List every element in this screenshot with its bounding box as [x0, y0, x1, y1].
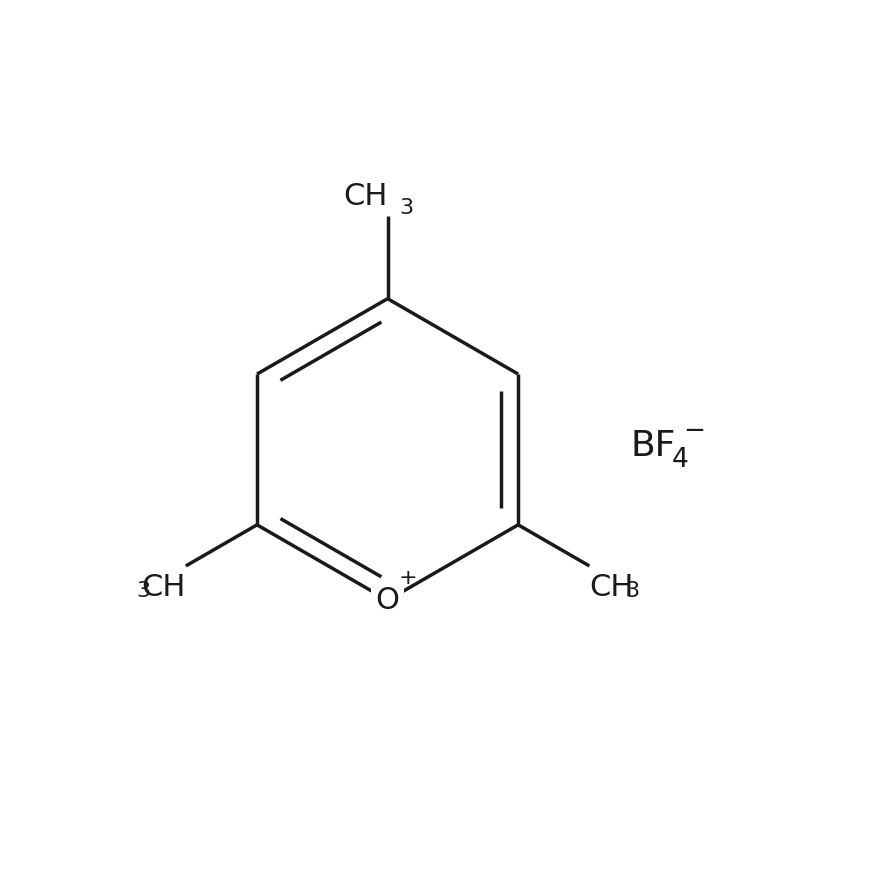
Text: 3: 3 — [400, 198, 414, 218]
Text: −: − — [684, 418, 706, 444]
Text: BF: BF — [631, 429, 676, 463]
Text: O: O — [376, 586, 400, 615]
Text: +: + — [399, 568, 417, 587]
Text: 3: 3 — [136, 581, 150, 601]
Text: CH: CH — [142, 573, 186, 602]
Text: CH: CH — [344, 182, 388, 211]
Text: CH: CH — [589, 573, 634, 602]
Text: 4: 4 — [672, 447, 689, 473]
Text: 3: 3 — [626, 581, 640, 601]
